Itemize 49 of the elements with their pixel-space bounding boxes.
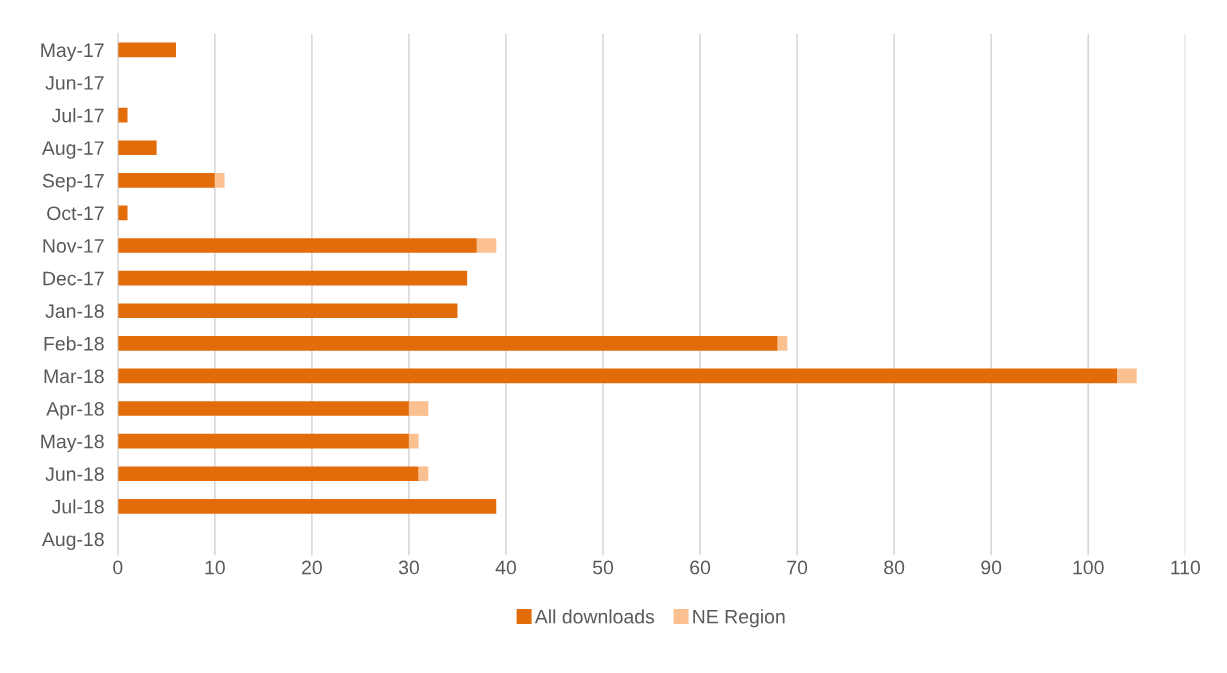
bar: [117, 466, 419, 482]
y-tick-label: Sep-17: [42, 173, 104, 192]
x-tick-label: 80: [884, 560, 905, 575]
bar: [117, 303, 458, 319]
bar: [117, 433, 409, 449]
bar: [117, 140, 157, 156]
bar: [117, 336, 778, 351]
y-tick-label: Aug-17: [41, 141, 104, 159]
bar: [117, 368, 1118, 384]
bar: [117, 42, 177, 58]
x-tick-label: 60: [690, 560, 711, 575]
bar: [418, 466, 429, 482]
x-tick-label: 110: [1171, 560, 1201, 575]
bar: [117, 401, 409, 416]
bar: [117, 498, 497, 514]
x-tick-label: 90: [981, 560, 1002, 575]
bar: [777, 336, 788, 351]
y-tick-label: Apr-18: [46, 402, 104, 420]
legend-label: NE Region: [693, 609, 785, 628]
y-tick-label: Feb-18: [44, 336, 104, 351]
bar: [214, 173, 225, 188]
bar: [117, 173, 215, 188]
bar: [408, 433, 419, 449]
x-tick-label: 100: [1073, 560, 1104, 575]
y-tick-label: Jul-17: [51, 108, 104, 123]
y-tick-label: May-18: [41, 434, 104, 453]
x-tick-label: 0: [113, 560, 123, 575]
y-tick-label: Mar-18: [44, 369, 104, 384]
x-tick-label: 30: [398, 560, 419, 575]
y-tick-label: Jan-18: [45, 304, 104, 318]
x-tick-label: 50: [592, 560, 614, 575]
bar: [408, 401, 429, 416]
bar: [117, 238, 477, 253]
legend-label: All downloads: [534, 609, 655, 624]
y-tick-label: Dec-17: [43, 271, 104, 286]
y-tick-label: Jun-17: [45, 76, 104, 90]
y-tick-label: Nov-17: [43, 239, 104, 253]
bar: [1117, 368, 1137, 384]
x-tick-label: 70: [787, 560, 808, 575]
x-tick-label: 10: [205, 560, 225, 575]
x-tick-label: 40: [495, 560, 517, 575]
y-tick-label: May-17: [41, 43, 104, 62]
x-tick-label: 20: [302, 560, 322, 575]
y-tick-label: Aug-18: [41, 532, 104, 551]
bar: [117, 270, 468, 286]
bar: [476, 238, 497, 253]
y-tick-label: Oct-17: [47, 206, 104, 221]
y-tick-label: Jun-18: [45, 467, 104, 481]
y-tick-label: Jul-18: [51, 499, 104, 514]
